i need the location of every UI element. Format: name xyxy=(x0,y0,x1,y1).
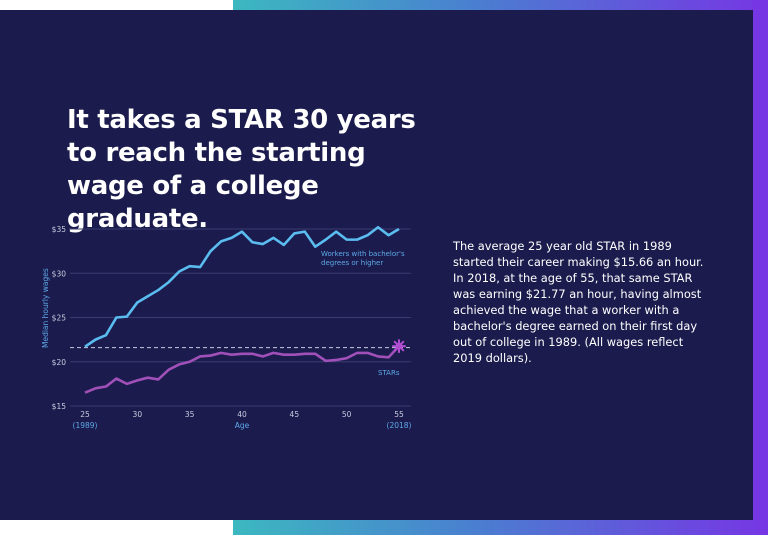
bachelors-wage-line xyxy=(84,225,400,348)
stars-series-label: STARs xyxy=(378,369,400,377)
svg-text:$30: $30 xyxy=(52,269,67,278)
svg-text:35: 35 xyxy=(185,410,195,419)
chart-gridlines xyxy=(70,228,411,407)
description-text: The average 25 year old STAR in 1989 sta… xyxy=(453,239,704,365)
y-axis-ticks: $15 $20 $25 $30 $35 xyxy=(52,225,67,411)
page-title: It takes a STAR 30 years to reach the st… xyxy=(67,105,416,234)
bachelors-series-label-line2: degrees or higher xyxy=(321,259,383,267)
svg-text:$35: $35 xyxy=(52,225,67,234)
svg-text:(2018): (2018) xyxy=(387,421,412,430)
bottom-gradient-bar xyxy=(233,519,768,535)
svg-text:(1989): (1989) xyxy=(73,421,98,430)
star-marker-icon xyxy=(392,339,406,354)
svg-text:$15: $15 xyxy=(52,402,67,411)
bachelors-series-label-line1: Workers with bachelor's xyxy=(321,250,405,258)
x-axis-ticks: 25 (1989) 30 35 40 45 50 55 (2018) xyxy=(73,410,412,430)
stars-wage-line xyxy=(84,345,400,394)
svg-text:40: 40 xyxy=(237,410,247,419)
content-panel xyxy=(0,10,753,520)
svg-text:50: 50 xyxy=(342,410,352,419)
svg-text:25: 25 xyxy=(80,410,90,419)
top-gradient-bar xyxy=(233,0,768,12)
svg-text:30: 30 xyxy=(133,410,143,419)
svg-text:55: 55 xyxy=(394,410,404,419)
svg-text:$20: $20 xyxy=(52,358,67,367)
right-accent-bar xyxy=(752,0,768,535)
y-axis-label: Median hourly wages xyxy=(41,268,50,348)
svg-text:45: 45 xyxy=(290,410,300,419)
x-axis-label: Age xyxy=(235,421,250,430)
svg-text:$25: $25 xyxy=(52,314,67,323)
